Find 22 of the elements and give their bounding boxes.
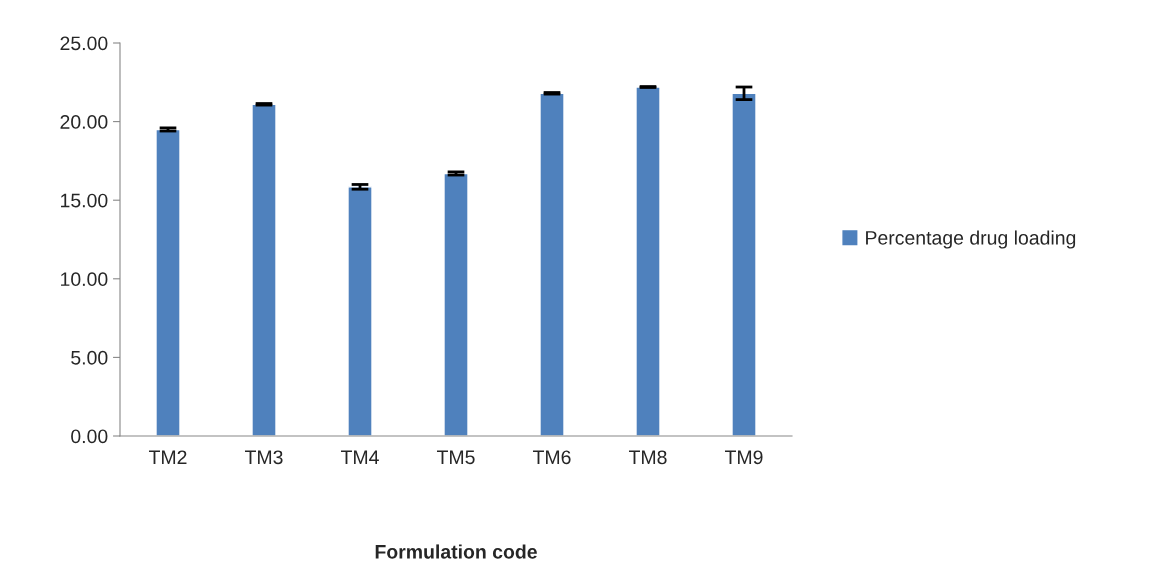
x-tick-label: TM4 [340,450,379,464]
x-tick-label: TM2 [148,450,187,464]
x-tick-label: TM6 [532,450,571,465]
x-tick-label: TM3 [244,450,283,465]
bar [731,92,757,436]
bar [635,86,661,436]
y-tick-label: 15.00 [61,193,108,208]
y-tick-label: 25.00 [60,36,108,51]
x-tick-label: TM9 [724,450,763,465]
y-tick-label: 10.00 [61,272,108,287]
y-tick-label: 5.00 [71,350,108,365]
bar [155,128,181,436]
y-tick-label: 20.00 [60,115,108,129]
y-tick-label: 0.00 [71,429,108,444]
bar [251,103,277,436]
bar [443,172,469,436]
bar [539,92,565,436]
x-tick-label: TM8 [628,450,667,465]
x-axis-title: Formulation code [375,544,537,559]
legend-label: Percentage drug loading [866,230,1076,249]
x-tick-label: TM5 [436,450,475,465]
bar [347,186,373,436]
